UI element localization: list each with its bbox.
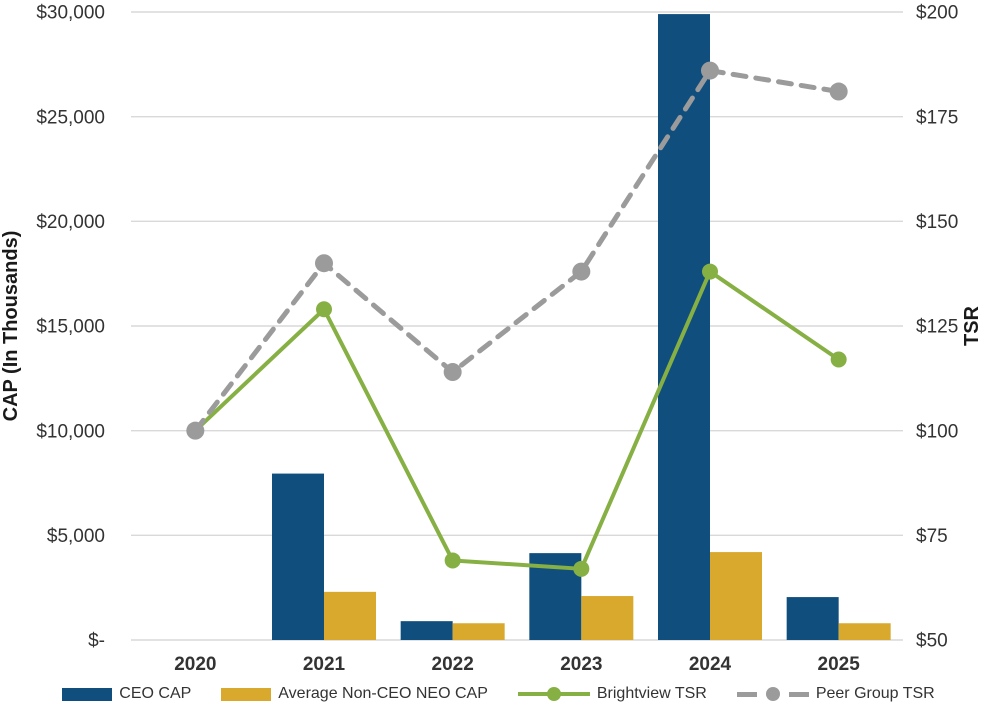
category-label: 2020 [174,654,216,675]
marker-brightview-tsr-2024 [702,263,718,280]
bar-average-non-ceo-neo-cap-2021 [324,591,376,640]
bar-ceo-cap-2025 [786,597,839,640]
legend-label-ceo-cap: CEO CAP [119,685,192,702]
bar-ceo-cap-2021 [272,473,324,640]
ceo-cap-swatch-icon [62,687,113,701]
left-axis-tick-label: $25,000 [36,107,105,128]
marker-peer-group-tsr-2025 [829,82,848,101]
peer-group-tsr-swatch-icon [736,687,809,702]
right-axis-tick-label: $175 [916,107,958,128]
right-axis-tick-label: $200 [916,3,958,24]
marker-peer-group-tsr-2020 [186,421,205,440]
bar-average-non-ceo-neo-cap-2025 [838,623,891,640]
category-label: 2024 [689,654,732,675]
legend-label-brightview-tsr: Brightview TSR [596,685,707,702]
right-axis-tick-label: $100 [916,421,958,442]
bar-average-non-ceo-neo-cap-2023 [581,596,634,640]
bar-ceo-cap-2022 [400,621,453,640]
chart-legend: CEO CAP Average Non-CEO NEO CAP Brightvi… [0,678,997,710]
marker-brightview-tsr-2022 [444,552,461,569]
left-axis-tick-label: $30,000 [36,3,105,24]
legend-item-brightview-tsr: Brightview TSR [517,685,707,703]
legend-item-avg-non-ceo-neo-cap: Average Non-CEO NEO CAP [221,685,488,703]
chart-canvas: $- $50 $5,000 $75 $10,000 $100 $15,000 $125 $20,… [0,3,983,675]
marker-brightview-tsr-2023 [573,560,590,577]
marker-peer-group-tsr-2022 [443,363,462,382]
marker-peer-group-tsr-2021 [315,254,333,273]
line-brightview-tsr [193,268,841,571]
category-label: 2022 [432,654,474,675]
right-axis-tick-label: $150 [916,212,958,233]
left-axis-tick-label: $- [88,631,105,652]
legend-item-peer-group-tsr: Peer Group TSR [736,685,935,703]
legend-label-avg-non-ceo-neo-cap: Average Non-CEO NEO CAP [278,685,488,702]
left-axis-tick-label: $15,000 [36,317,105,338]
left-axis-title: CAP (In Thousands) [0,231,22,422]
marker-brightview-tsr-2025 [830,351,847,368]
line-peer-group-tsr [192,67,842,434]
marker-brightview-tsr-2021 [316,301,332,318]
left-axis-tick-label: $5,000 [47,526,105,547]
bar-average-non-ceo-neo-cap-2024 [710,552,762,640]
marker-peer-group-tsr-2023 [572,262,591,281]
category-label: 2023 [560,654,602,675]
left-axis-tick-label: $20,000 [36,212,105,233]
right-axis-title: TSR [961,305,983,346]
brightview-tsr-swatch-icon [517,687,590,702]
bar-average-non-ceo-neo-cap-2022 [452,623,505,640]
legend-label-peer-group-tsr: Peer Group TSR [815,685,935,702]
category-label: 2025 [818,654,861,675]
right-axis-tick-label: $50 [916,631,948,652]
right-axis-tick-label: $125 [916,317,958,338]
legend-item-ceo-cap: CEO CAP [62,685,191,703]
right-axis-tick-label: $75 [916,526,948,547]
marker-peer-group-tsr-2024 [701,61,719,80]
category-label: 2021 [303,654,346,675]
left-axis-tick-label: $10,000 [36,421,105,442]
avg-non-ceo-neo-cap-swatch-icon [221,687,272,701]
